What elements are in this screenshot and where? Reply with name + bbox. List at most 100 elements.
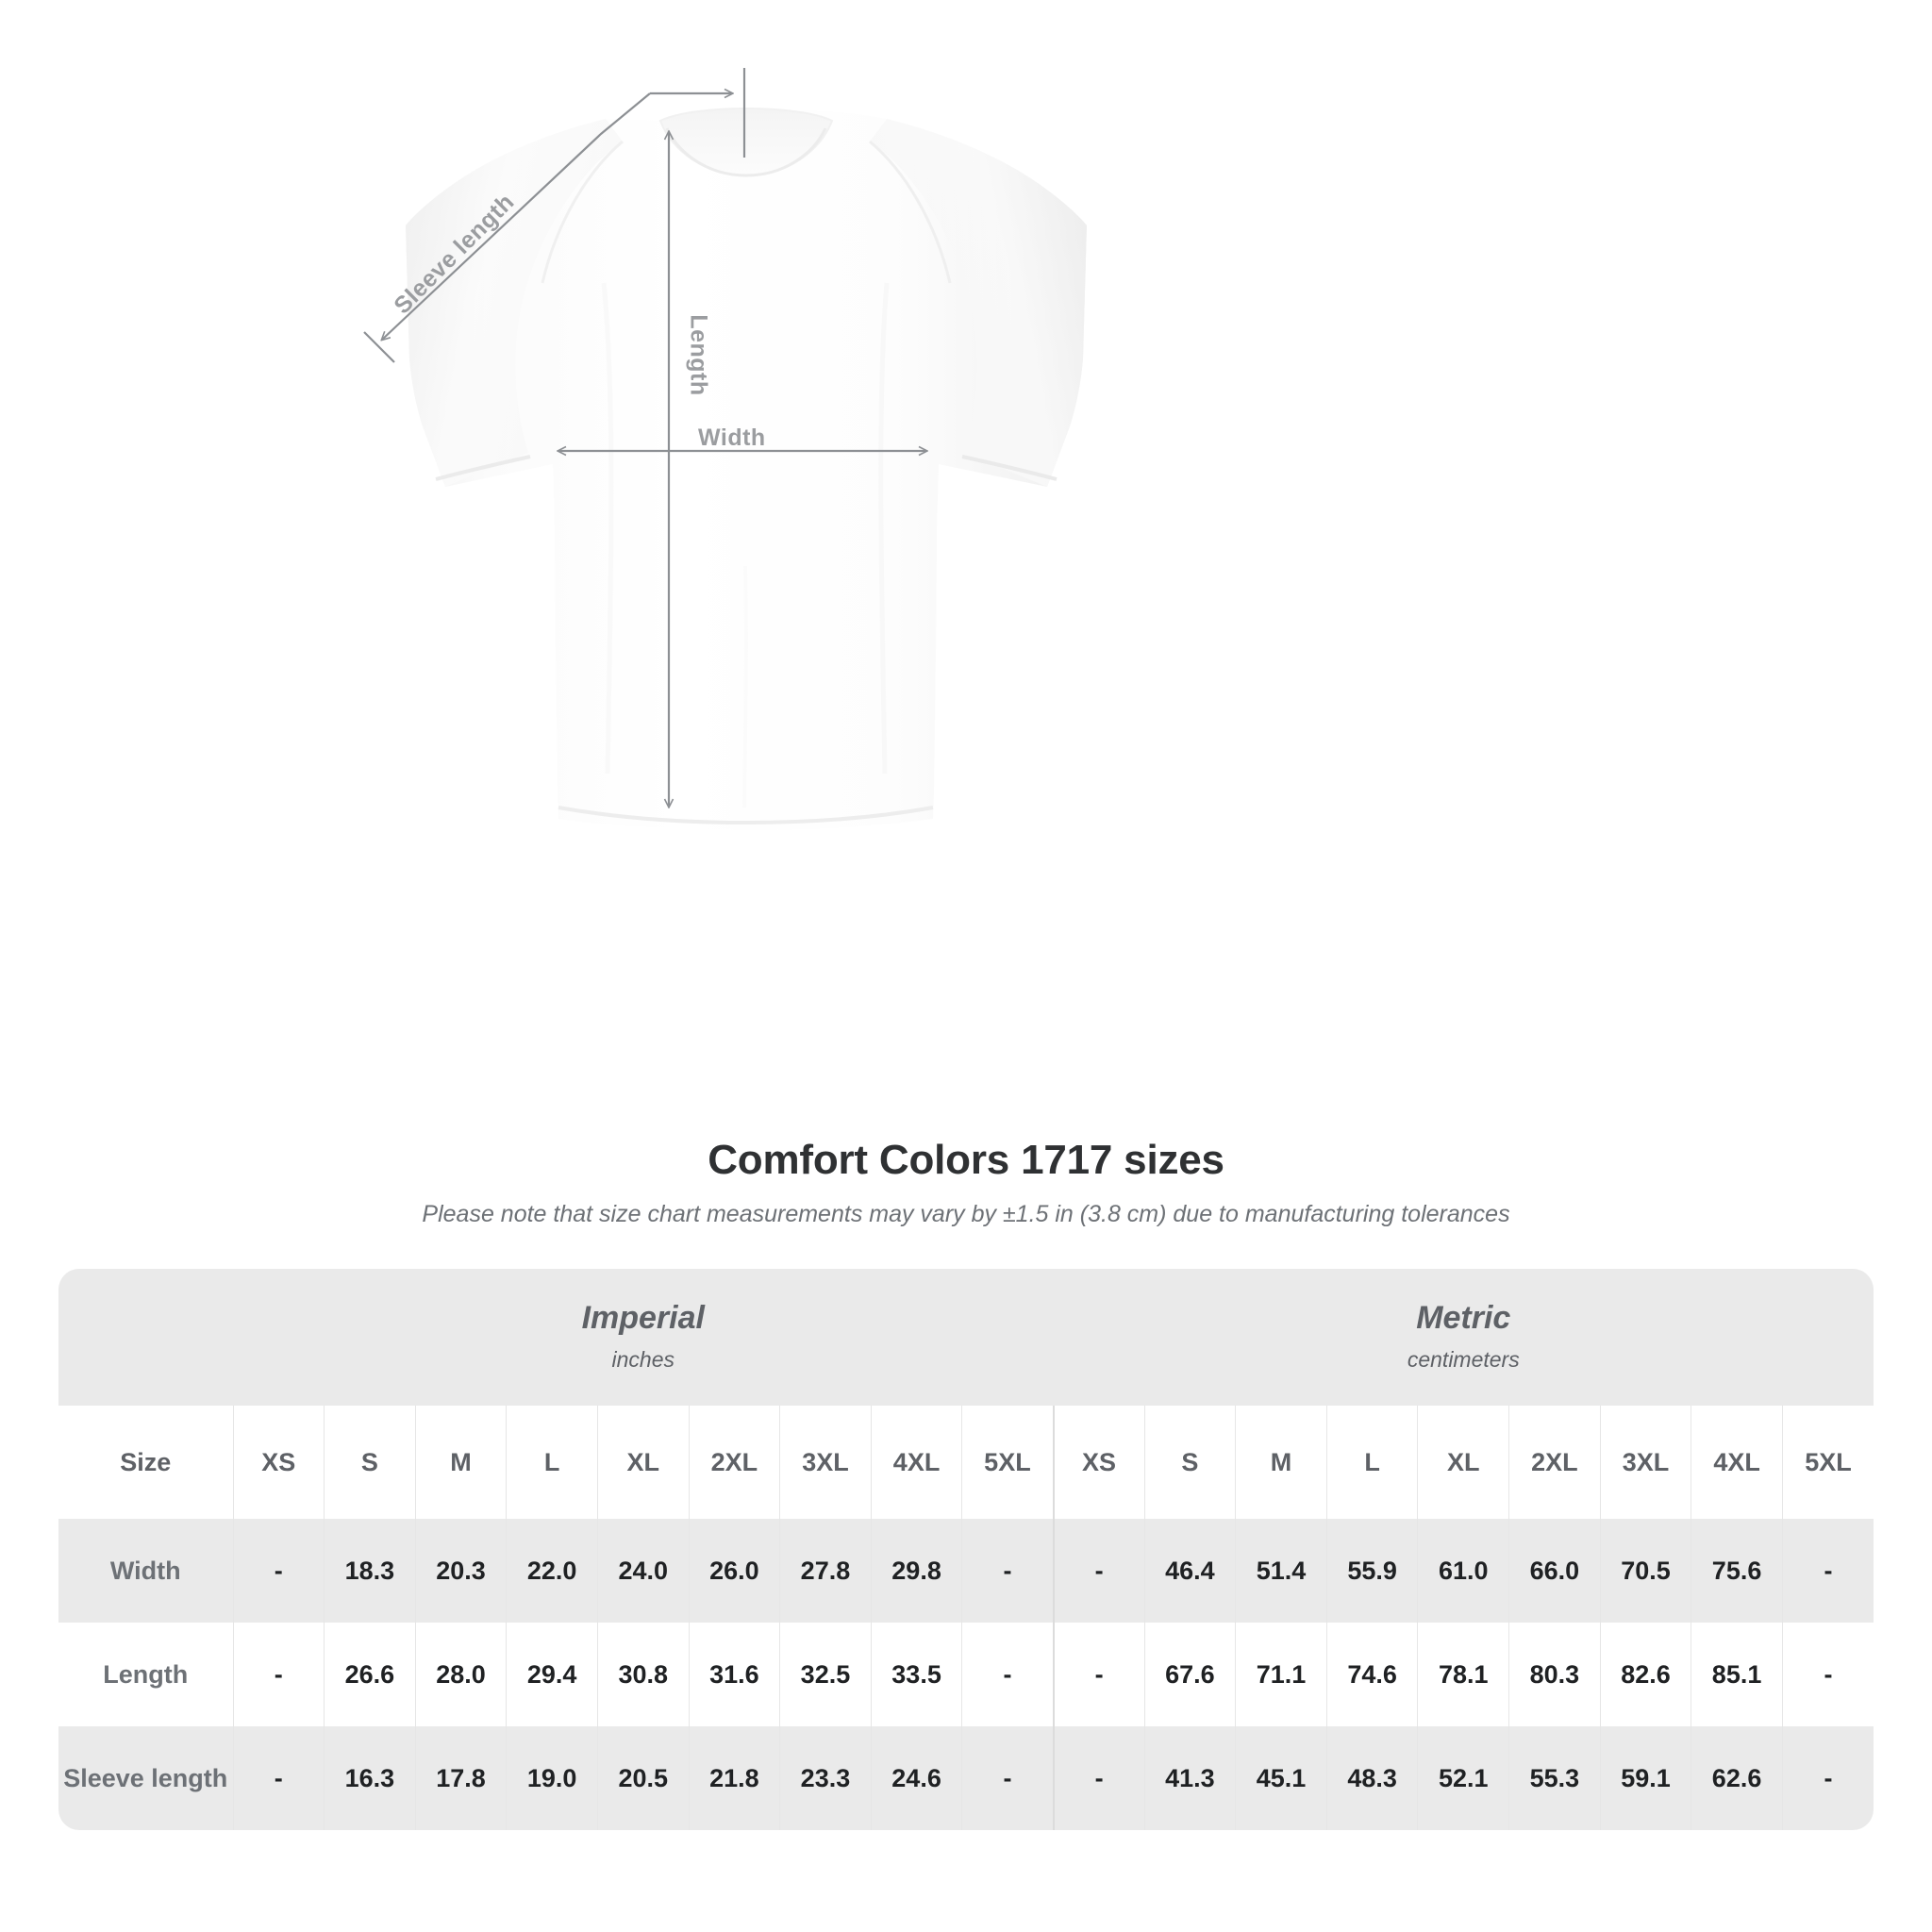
tshirt-shape — [406, 107, 1087, 830]
table-row: Width -18.3 20.3 22.0 24.0 26.0 27.8 29.8- -46.4… — [58, 1519, 1874, 1623]
cell-width-imperial-3xl: 27.8 — [779, 1519, 872, 1623]
cell-width-metric-3xl: 70.5 — [1599, 1519, 1691, 1623]
cell-length-imperial-3xl: 32.5 — [779, 1623, 872, 1726]
cell-sleeve-length-metric-xl: 52.1 — [1417, 1726, 1509, 1830]
unit-system-name: Metric — [1416, 1300, 1511, 1337]
cell-sleeve-length-imperial-2xl: 21.8 — [688, 1726, 780, 1830]
cell-sleeve-length-imperial-3xl: 23.3 — [779, 1726, 872, 1830]
size-header-metric-2xl: 2XL — [1508, 1406, 1601, 1519]
cell-length-imperial-s: 26.6 — [324, 1623, 416, 1726]
cell-width-imperial-xs: - — [232, 1519, 325, 1623]
cell-sleeve-length-imperial-5xl: - — [961, 1726, 1054, 1830]
cell-length-imperial-m: 28.0 — [414, 1623, 507, 1726]
measurement-label-width: Width — [58, 1519, 233, 1623]
cell-sleeve-length-metric-5xl: - — [1781, 1726, 1874, 1830]
unit-system-unit: centimeters — [1407, 1346, 1520, 1372]
cell-sleeve-length-imperial-xs: - — [232, 1726, 325, 1830]
cell-length-metric-s: 67.6 — [1143, 1623, 1236, 1726]
cell-width-imperial-l: 22.0 — [506, 1519, 598, 1623]
cell-sleeve-length-imperial-xl: 20.5 — [596, 1726, 690, 1830]
size-header-metric-s: S — [1143, 1406, 1236, 1519]
size-header-metric-m: M — [1235, 1406, 1327, 1519]
width-dimension-label: Width — [698, 425, 766, 451]
cell-width-metric-4xl: 75.6 — [1690, 1519, 1783, 1623]
cell-sleeve-length-metric-4xl: 62.6 — [1690, 1726, 1783, 1830]
cell-sleeve-length-imperial-4xl: 24.6 — [870, 1726, 962, 1830]
size-header-row: Size XS S M L XL 2XL 3XL 4XL 5XL XS S M L XL 2XL 3XL 4XL 5… — [58, 1406, 1874, 1519]
cell-width-metric-m: 51.4 — [1235, 1519, 1327, 1623]
cell-width-imperial-2xl: 26.0 — [688, 1519, 780, 1623]
size-header-label: Size — [58, 1406, 233, 1519]
unit-system-name: Imperial — [581, 1300, 705, 1337]
unit-banner-spacer — [58, 1269, 233, 1406]
measurement-label-length: Length — [58, 1623, 233, 1726]
cell-width-metric-2xl: 66.0 — [1508, 1519, 1601, 1623]
table-row: Sleeve length -16.3 17.8 19.0 20.5 21.8 23.3 24… — [58, 1726, 1874, 1830]
cell-width-metric-5xl: - — [1781, 1519, 1874, 1623]
size-header-metric-5xl: 5XL — [1781, 1406, 1874, 1519]
cell-length-metric-l: 74.6 — [1325, 1623, 1418, 1726]
size-header-metric-xl: XL — [1417, 1406, 1509, 1519]
cell-length-metric-xs: - — [1052, 1623, 1145, 1726]
cell-width-metric-s: 46.4 — [1143, 1519, 1236, 1623]
cell-length-metric-xl: 78.1 — [1417, 1623, 1509, 1726]
cell-length-imperial-l: 29.4 — [506, 1623, 598, 1726]
cell-sleeve-length-metric-l: 48.3 — [1325, 1726, 1418, 1830]
cell-length-metric-m: 71.1 — [1235, 1623, 1327, 1726]
unit-system-unit: inches — [611, 1346, 675, 1372]
cell-sleeve-length-metric-3xl: 59.1 — [1599, 1726, 1691, 1830]
chart-subtitle: Please note that size chart measurements… — [422, 1201, 1510, 1227]
cell-length-metric-3xl: 82.6 — [1599, 1623, 1691, 1726]
size-header-imperial-2xl: 2XL — [688, 1406, 780, 1519]
chart-title-block: Comfort Colors 1717 sizes Please note th… — [0, 1137, 1932, 1228]
size-header-imperial-4xl: 4XL — [870, 1406, 962, 1519]
size-header-imperial-l: L — [506, 1406, 598, 1519]
size-header-imperial-m: M — [414, 1406, 507, 1519]
cell-sleeve-length-imperial-s: 16.3 — [324, 1726, 416, 1830]
unit-section-metric: Metric centimeters — [1053, 1269, 1874, 1406]
tshirt-diagram: Sleeve length Length Width — [363, 68, 1087, 830]
length-dimension-label: Length — [685, 314, 712, 396]
cell-sleeve-length-imperial-l: 19.0 — [506, 1726, 598, 1830]
cell-sleeve-length-metric-s: 41.3 — [1143, 1726, 1236, 1830]
size-header-imperial-5xl: 5XL — [961, 1406, 1054, 1519]
size-header-metric-l: L — [1325, 1406, 1418, 1519]
size-chart-table-container: Imperial inches Metric centimeters Size XS S M L… — [58, 1269, 1874, 1830]
cell-width-imperial-5xl: - — [961, 1519, 1054, 1623]
size-header-metric-3xl: 3XL — [1599, 1406, 1691, 1519]
cell-sleeve-length-metric-2xl: 55.3 — [1508, 1726, 1601, 1830]
page-title: Comfort Colors 1717 sizes — [708, 1137, 1224, 1183]
cell-length-imperial-5xl: - — [961, 1623, 1054, 1726]
cell-length-imperial-2xl: 31.6 — [688, 1623, 780, 1726]
cell-sleeve-length-imperial-m: 17.8 — [414, 1726, 507, 1830]
size-header-metric-xs: XS — [1052, 1406, 1145, 1519]
tshirt-illustration — [363, 68, 1087, 830]
shoulder-point-arrow — [650, 68, 746, 158]
cell-length-metric-2xl: 80.3 — [1508, 1623, 1601, 1726]
cell-width-imperial-4xl: 29.8 — [870, 1519, 962, 1623]
cell-width-metric-xl: 61.0 — [1417, 1519, 1509, 1623]
table-row: Length -26.6 28.0 29.4 30.8 31.6 32.5 33.5- -67.… — [58, 1623, 1874, 1726]
unit-system-banner-row: Imperial inches Metric centimeters — [58, 1269, 1874, 1406]
size-header-imperial-xs: XS — [232, 1406, 325, 1519]
cell-sleeve-length-metric-m: 45.1 — [1235, 1726, 1327, 1830]
cell-width-metric-l: 55.9 — [1325, 1519, 1418, 1623]
size-header-imperial-xl: XL — [596, 1406, 690, 1519]
cell-width-imperial-s: 18.3 — [324, 1519, 416, 1623]
size-header-metric-4xl: 4XL — [1690, 1406, 1783, 1519]
cell-length-imperial-xs: - — [232, 1623, 325, 1726]
measurement-label-sleeve-length: Sleeve length — [58, 1726, 233, 1830]
cell-length-imperial-xl: 30.8 — [596, 1623, 690, 1726]
sleeve-length-arrow — [363, 92, 651, 363]
size-header-imperial-s: S — [324, 1406, 416, 1519]
cell-length-metric-4xl: 85.1 — [1690, 1623, 1783, 1726]
measurement-annotations — [363, 68, 926, 807]
cell-width-imperial-m: 20.3 — [414, 1519, 507, 1623]
cell-width-imperial-xl: 24.0 — [596, 1519, 690, 1623]
unit-section-imperial: Imperial inches — [233, 1269, 1054, 1406]
cell-length-metric-5xl: - — [1781, 1623, 1874, 1726]
cell-length-imperial-4xl: 33.5 — [870, 1623, 962, 1726]
size-chart-table: Imperial inches Metric centimeters Size XS S M L… — [58, 1269, 1874, 1830]
cell-width-metric-xs: - — [1052, 1519, 1145, 1623]
cell-sleeve-length-metric-xs: - — [1052, 1726, 1145, 1830]
